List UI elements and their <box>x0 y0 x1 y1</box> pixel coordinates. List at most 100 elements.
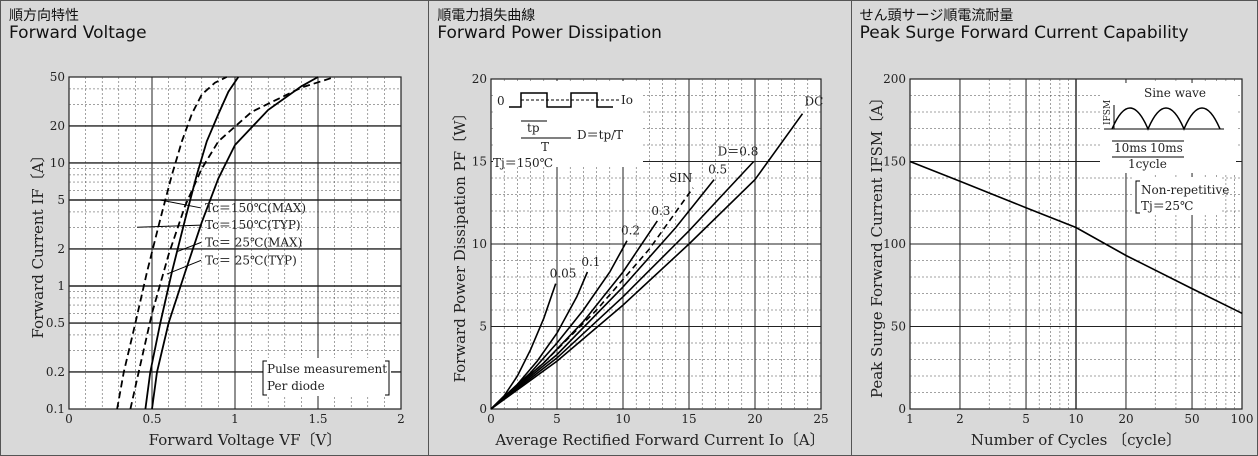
y-tick-label: 10 <box>472 237 487 251</box>
series-line <box>490 160 755 410</box>
note-bracket <box>1135 180 1140 214</box>
inset-t2: 10ms <box>1150 141 1183 155</box>
surge-current-chart: 1 2 5 10 20 50 100 0 50 100 150 200 Number of Cycles… <box>868 72 1253 449</box>
inset-io: Io <box>621 93 633 107</box>
legend-label: Tc＝ 25℃(TYP) <box>205 253 297 267</box>
x-tick-label: 2 <box>397 412 405 426</box>
chart-title: Peak Surge Forward Current Capability <box>859 23 1189 43</box>
series-line <box>151 76 319 410</box>
y-axis-label: Peak Surge Forward Current IFSM〔A〕 <box>868 90 886 398</box>
x-tick-label: 20 <box>748 412 763 426</box>
series-label: DC <box>805 95 824 109</box>
forward-voltage-panel: 順方向特性 Forward Voltage 0 0.5 1 1.5 2 0.1 0.2 0.5… <box>1 1 430 455</box>
series-line <box>490 220 659 410</box>
note-box <box>263 358 391 396</box>
y-tick-label: 0.2 <box>46 365 65 379</box>
note-line: Tj＝25℃ <box>1141 199 1193 213</box>
y-tick-label: 150 <box>883 155 906 169</box>
inset-zero: 0 <box>497 94 505 108</box>
series-line <box>490 113 804 410</box>
x-tick-label: 1.5 <box>308 412 327 426</box>
series-label: D＝0.8 <box>718 145 759 159</box>
x-tick-label: 15 <box>682 412 697 426</box>
chart-title-jp: 順電力損失曲線 <box>437 8 536 24</box>
y-tick-label: 0 <box>898 402 906 416</box>
x-tick-label: 2 <box>956 412 964 426</box>
x-tick-label: 10 <box>616 412 631 426</box>
legend-label: Tc＝150℃(TYP) <box>205 218 301 232</box>
x-axis-label: Forward Voltage VF〔V〕 <box>149 431 342 449</box>
y-tick-label: 5 <box>480 320 488 334</box>
y-tick-label: 0 <box>480 402 488 416</box>
sine-wave <box>1110 107 1221 131</box>
inset-formula: D＝tp/T <box>577 128 623 142</box>
x-axis-label: Average Rectified Forward Current Io〔A〕 <box>495 431 825 449</box>
inset-T: T <box>541 140 549 154</box>
x-tick-label: 0 <box>487 412 495 426</box>
series-label: 0.5 <box>708 163 727 177</box>
x-tick-label: 20 <box>1118 412 1133 426</box>
series-label: 0.1 <box>582 255 601 269</box>
series-label: 0.05 <box>550 267 577 281</box>
series-line <box>490 179 716 410</box>
y-tick-label: 100 <box>883 237 906 251</box>
y-tick-label: 50 <box>50 70 65 84</box>
y-tick-label: 200 <box>883 72 906 86</box>
y-axis-label: Forward Power Dissipation PF〔W〕 <box>451 105 469 382</box>
x-tick-label: 1 <box>231 412 239 426</box>
power-dissipation-chart: 0 5 10 15 20 25 0 5 10 15 20 Average Rectified Forw… <box>451 72 829 449</box>
note-line: Per diode <box>267 379 325 393</box>
y-tick-label: 0.1 <box>46 402 65 416</box>
chart-title: Forward Voltage <box>9 23 147 43</box>
inset-wave: Sine wave <box>1144 86 1206 100</box>
y-tick-label: 2 <box>57 242 65 256</box>
y-tick-label: 20 <box>472 72 487 86</box>
note-line: Pulse measurement <box>267 362 387 376</box>
series-label: SIN <box>669 171 692 185</box>
inset-tp: tp <box>527 121 540 135</box>
y-tick-label: 10 <box>50 156 65 170</box>
legend-leader <box>166 259 202 275</box>
y-tick-label: 15 <box>472 155 487 169</box>
x-axis-label: Number of Cycles 〔cycle〕 <box>971 431 1181 449</box>
legend-leader <box>160 199 202 209</box>
x-tick-label: 0.5 <box>142 412 161 426</box>
surge-current-panel: せん頭サージ順電流耐量 Peak Surge Forward Current C… <box>852 1 1257 455</box>
series-line <box>490 187 694 410</box>
y-axis-label: Forward Current IF〔A〕 <box>29 147 47 338</box>
y-tick-label: 0.5 <box>46 316 65 330</box>
legend-leader <box>137 224 202 228</box>
note-bracket <box>385 360 390 396</box>
inset-tj: Tj＝150℃ <box>493 156 553 170</box>
legend-leader <box>176 241 202 253</box>
series-line <box>490 240 629 410</box>
note-bracket <box>262 360 267 396</box>
y-tick-label: 20 <box>50 119 65 133</box>
power-dissipation-panel: 順電力損失曲線 Forward Power Dissipation 0 5 10 15… <box>429 1 852 455</box>
series-label: 0.2 <box>621 224 640 238</box>
series-line <box>909 160 1242 315</box>
y-tick-label: 50 <box>890 320 905 334</box>
forward-voltage-chart: 0 0.5 1 1.5 2 0.1 0.2 0.5 1 2 5 10 20 50 Forward Volta… <box>29 70 405 449</box>
y-tick-label: 1 <box>57 279 65 293</box>
y-tick-label: 5 <box>57 193 65 207</box>
x-tick-label: 100 <box>1230 412 1253 426</box>
x-tick-label: 5 <box>553 412 561 426</box>
x-tick-label: 5 <box>1022 412 1030 426</box>
inset-t1: 10ms <box>1114 141 1147 155</box>
inset-box <box>1099 83 1236 173</box>
series-line <box>116 76 228 410</box>
note-box <box>1133 177 1222 215</box>
x-tick-label: 1 <box>906 412 914 426</box>
x-tick-label: 10 <box>1068 412 1083 426</box>
inset-cycle: 1cycle <box>1128 157 1167 171</box>
x-tick-label: 50 <box>1184 412 1199 426</box>
series-line <box>144 76 240 410</box>
legend-label: Tc＝150℃(MAX) <box>205 201 306 215</box>
chart-title: Forward Power Dissipation <box>437 23 662 43</box>
chart-title-jp: 順方向特性 <box>9 8 79 24</box>
x-tick-label: 0 <box>65 412 73 426</box>
inset-box <box>493 81 644 167</box>
chart-title-jp: せん頭サージ順電流耐量 <box>859 8 1014 24</box>
